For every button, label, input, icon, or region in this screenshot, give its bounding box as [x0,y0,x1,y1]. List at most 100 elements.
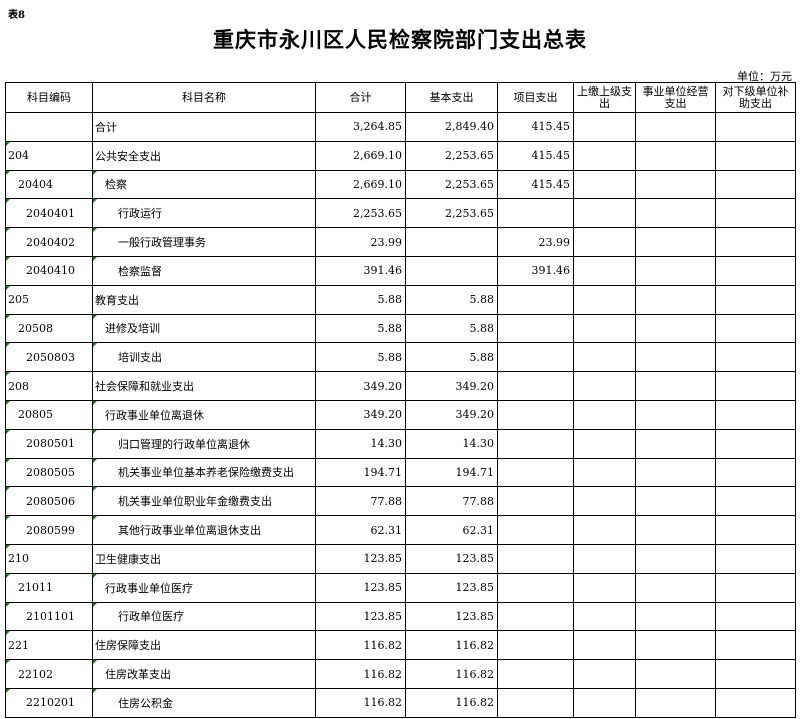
row-upper [573,255,636,286]
row-total: 23.99 [315,227,406,257]
row-business [635,399,716,430]
row-total: 349.20 [315,371,406,401]
row-upper [573,659,636,689]
row-code: 2040401 [5,198,93,229]
row-total: 3,264.85 [315,112,406,142]
row-project [497,313,574,344]
row-code: 2080506 [5,486,93,517]
row-basic: 116.82 [405,687,498,718]
row-upper [573,371,636,401]
table-row: 205 教育支出 5.88 5.88 [5,284,796,315]
row-basic: 62.31 [405,515,498,545]
table-row: 2080505 机关事业单位基本养老保险缴费支出 194.71 194.71 [5,457,796,488]
row-subsidy [715,140,796,171]
row-total: 123.85 [315,543,406,574]
row-project [497,428,574,459]
row-business [635,457,716,488]
header-row: 科目编码 科目名称 合计 基本支出 项目支出 上缴上级支出 事业单位经营支出 对… [5,82,796,113]
header-total: 合计 [315,82,406,113]
row-code: 221 [5,630,93,661]
row-upper [573,198,636,229]
row-name: 教育支出 [92,284,316,315]
header-name: 科目名称 [92,82,316,113]
row-subsidy [715,255,796,286]
row-project [497,543,574,574]
row-total: 116.82 [315,630,406,661]
row-project [497,515,574,545]
row-business [635,659,716,689]
header-code: 科目编码 [5,82,93,113]
row-basic: 123.85 [405,572,498,603]
row-name: 社会保障和就业支出 [92,371,316,401]
row-business [635,601,716,632]
row-code: 2080505 [5,457,93,488]
row-upper [573,313,636,344]
row-name: 行政单位医疗 [92,601,316,632]
row-business [635,630,716,661]
table-number: 表8 [8,10,25,21]
row-subsidy [715,198,796,229]
row-business [635,486,716,517]
row-project [497,659,574,689]
header-upper: 上缴上级支出 [573,82,636,113]
row-code: 2040402 [5,227,93,257]
row-subsidy [715,659,796,689]
row-code: 210 [5,543,93,574]
table-row: 21011 行政事业单位医疗 123.85 123.85 [5,572,796,603]
row-upper [573,112,636,142]
expenditure-table: 科目编码 科目名称 合计 基本支出 项目支出 上缴上级支出 事业单位经营支出 对… [5,82,796,718]
row-subsidy [715,227,796,257]
row-business [635,284,716,315]
row-name: 机关事业单位职业年金缴费支出 [92,486,316,517]
table-row: 2080506 机关事业单位职业年金缴费支出 77.88 77.88 [5,486,796,517]
row-business [635,515,716,545]
row-code: 2080501 [5,428,93,459]
row-basic: 2,253.65 [405,198,498,229]
page-title: 重庆市永川区人民检察院部门支出总表 [213,28,587,52]
row-subsidy [715,284,796,315]
row-project [497,371,574,401]
row-project [497,399,574,430]
row-basic: 123.85 [405,543,498,574]
row-name: 检察 [92,169,316,200]
row-code [5,112,93,142]
header-basic: 基本支出 [405,82,498,113]
row-business [635,169,716,200]
row-basic: 116.82 [405,659,498,689]
row-subsidy [715,313,796,344]
row-business [635,687,716,718]
row-total: 2,669.10 [315,169,406,200]
row-name: 其他行政事业单位离退休支出 [92,515,316,545]
row-name: 培训支出 [92,342,316,373]
row-upper [573,486,636,517]
row-subsidy [715,112,796,142]
row-total: 349.20 [315,399,406,430]
row-upper [573,543,636,574]
table-row: 22102 住房改革支出 116.82 116.82 [5,659,796,689]
table-row: 221 住房保障支出 116.82 116.82 [5,630,796,661]
row-project [497,198,574,229]
row-basic: 349.20 [405,399,498,430]
row-basic: 123.85 [405,601,498,632]
row-code: 2050803 [5,342,93,373]
row-upper [573,428,636,459]
row-project: 415.45 [497,169,574,200]
row-subsidy [715,601,796,632]
row-business [635,428,716,459]
row-project: 415.45 [497,140,574,171]
row-total: 14.30 [315,428,406,459]
row-basic: 2,253.65 [405,140,498,171]
row-upper [573,572,636,603]
row-total: 391.46 [315,255,406,286]
table-row: 210 卫生健康支出 123.85 123.85 [5,543,796,574]
row-total: 2,669.10 [315,140,406,171]
row-subsidy [715,543,796,574]
row-business [635,140,716,171]
row-subsidy [715,572,796,603]
row-total: 194.71 [315,457,406,488]
row-business [635,543,716,574]
row-project [497,284,574,315]
row-name: 行政运行 [92,198,316,229]
row-basic [405,227,498,257]
table-row: 208 社会保障和就业支出 349.20 349.20 [5,371,796,401]
